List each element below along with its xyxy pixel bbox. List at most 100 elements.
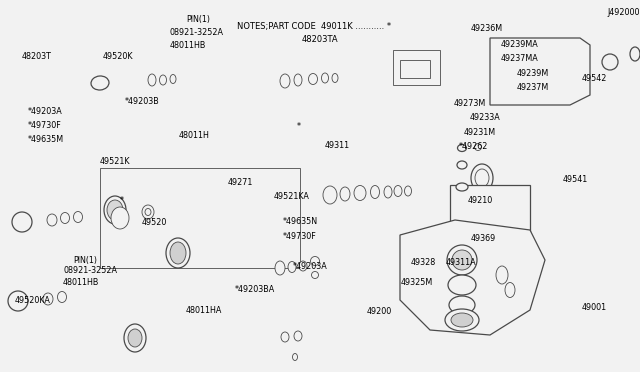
Ellipse shape	[148, 74, 156, 86]
Text: 48011HB: 48011HB	[63, 278, 99, 287]
Ellipse shape	[124, 324, 146, 352]
Text: 49271: 49271	[228, 178, 253, 187]
Ellipse shape	[471, 164, 493, 192]
Bar	[100, 168, 300, 268]
Text: 49236M: 49236M	[471, 24, 503, 33]
Ellipse shape	[299, 261, 307, 271]
Ellipse shape	[394, 186, 402, 196]
Text: 49273M: 49273M	[454, 99, 486, 108]
Text: 49325M: 49325M	[401, 278, 433, 287]
Text: 49369: 49369	[471, 234, 496, 243]
Text: NOTES;PART CODE  49011K ........... *: NOTES;PART CODE 49011K ........... *	[237, 22, 391, 31]
Ellipse shape	[474, 144, 481, 151]
Ellipse shape	[145, 208, 151, 215]
Text: 49520KA: 49520KA	[15, 296, 51, 305]
Ellipse shape	[496, 266, 508, 284]
Text: 49328: 49328	[411, 258, 436, 267]
Ellipse shape	[458, 144, 467, 151]
Text: PIN(1): PIN(1)	[73, 256, 97, 265]
Text: *49635M: *49635M	[28, 135, 64, 144]
Text: 49210: 49210	[468, 196, 493, 205]
Text: *49635N: *49635N	[283, 217, 318, 226]
Ellipse shape	[281, 332, 289, 342]
Ellipse shape	[170, 242, 186, 264]
Text: *49203A: *49203A	[28, 107, 63, 116]
Ellipse shape	[170, 74, 176, 83]
Ellipse shape	[159, 75, 166, 85]
Ellipse shape	[280, 74, 290, 88]
Ellipse shape	[449, 296, 475, 314]
Text: *49730F: *49730F	[28, 121, 61, 130]
Ellipse shape	[451, 313, 473, 327]
Ellipse shape	[74, 212, 83, 222]
Text: 49239MA: 49239MA	[501, 40, 539, 49]
Ellipse shape	[340, 187, 350, 201]
Text: 49542: 49542	[582, 74, 607, 83]
Ellipse shape	[43, 293, 53, 305]
Ellipse shape	[275, 261, 285, 275]
Text: 48011H: 48011H	[179, 131, 210, 140]
Ellipse shape	[310, 257, 319, 266]
Text: 49520K: 49520K	[103, 52, 134, 61]
Polygon shape	[490, 38, 590, 105]
Text: *49730F: *49730F	[283, 232, 317, 241]
Ellipse shape	[447, 245, 477, 275]
Text: 49233A: 49233A	[470, 113, 500, 122]
Text: 49541: 49541	[563, 175, 588, 184]
Text: 49237MA: 49237MA	[501, 54, 539, 63]
Text: *49203A: *49203A	[293, 262, 328, 271]
Text: *49203BA: *49203BA	[235, 285, 275, 294]
Text: 49521KA: 49521KA	[274, 192, 310, 201]
Text: *: *	[297, 122, 301, 131]
Text: 48203T: 48203T	[22, 52, 52, 61]
Ellipse shape	[354, 186, 366, 201]
Bar	[400, 60, 430, 78]
Text: 48011HB: 48011HB	[170, 41, 206, 50]
Text: 48203TA: 48203TA	[302, 35, 339, 44]
Text: 49239M: 49239M	[517, 69, 549, 78]
Ellipse shape	[448, 275, 476, 295]
Text: 08921-3252A: 08921-3252A	[170, 28, 224, 37]
Text: 49001: 49001	[582, 303, 607, 312]
Text: J492000N: J492000N	[607, 8, 640, 17]
Ellipse shape	[292, 353, 298, 360]
Ellipse shape	[128, 329, 142, 347]
Text: *49203B: *49203B	[125, 97, 160, 106]
Text: 49237M: 49237M	[517, 83, 549, 92]
Ellipse shape	[12, 212, 32, 232]
Ellipse shape	[142, 205, 154, 219]
Ellipse shape	[47, 214, 57, 226]
Ellipse shape	[8, 291, 28, 311]
Ellipse shape	[323, 186, 337, 204]
Ellipse shape	[61, 212, 70, 224]
Ellipse shape	[452, 250, 472, 270]
Ellipse shape	[166, 238, 190, 268]
Ellipse shape	[294, 74, 302, 86]
Bar	[393, 50, 440, 85]
Ellipse shape	[456, 183, 468, 191]
Ellipse shape	[332, 74, 338, 83]
Text: PIN(1): PIN(1)	[186, 15, 210, 24]
Ellipse shape	[321, 73, 328, 83]
Ellipse shape	[58, 292, 67, 302]
Ellipse shape	[505, 282, 515, 298]
Text: 49521K: 49521K	[100, 157, 131, 166]
Ellipse shape	[445, 309, 479, 331]
Text: 49520: 49520	[142, 218, 168, 227]
Ellipse shape	[107, 200, 123, 220]
Text: 49311: 49311	[325, 141, 350, 150]
Ellipse shape	[602, 54, 618, 70]
Ellipse shape	[91, 76, 109, 90]
Ellipse shape	[111, 207, 129, 229]
Text: *: *	[120, 196, 124, 205]
Text: 08921-3252A: 08921-3252A	[63, 266, 117, 275]
Ellipse shape	[630, 47, 640, 61]
Text: 49200: 49200	[367, 307, 392, 316]
Ellipse shape	[475, 169, 489, 187]
Bar	[450, 185, 530, 240]
Ellipse shape	[294, 331, 302, 341]
Text: *49262: *49262	[459, 142, 488, 151]
Ellipse shape	[288, 262, 296, 273]
Ellipse shape	[308, 74, 317, 84]
Text: 49311A: 49311A	[446, 258, 477, 267]
